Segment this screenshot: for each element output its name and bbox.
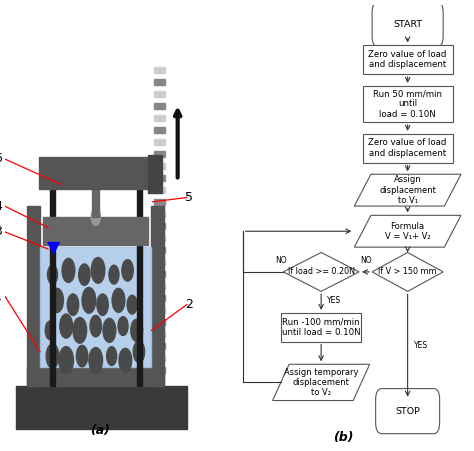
Bar [154,79,165,85]
Bar [154,259,165,265]
Bar [154,163,165,169]
Circle shape [91,258,105,283]
Bar [363,86,453,122]
Bar [27,206,40,386]
Circle shape [46,344,59,368]
Bar [154,91,165,97]
Text: (a): (a) [91,424,110,437]
Text: 1: 1 [0,290,2,303]
Circle shape [119,348,132,373]
Polygon shape [283,253,359,291]
Text: Run 50 mm/min
until
load = 0.10N: Run 50 mm/min until load = 0.10N [373,89,442,119]
Circle shape [60,314,73,338]
Text: 2: 2 [185,298,193,311]
Bar [154,139,165,145]
Text: Assign temporary
displacement
to V₂: Assign temporary displacement to V₂ [284,368,358,397]
Polygon shape [273,364,370,400]
Bar [154,295,165,301]
Bar [363,46,453,74]
Circle shape [79,264,90,285]
Text: Formula
V = V₁+ V₂: Formula V = V₁+ V₂ [385,221,430,241]
Bar [154,67,165,73]
Bar [154,307,165,313]
Bar [154,115,165,121]
Bar [39,157,153,189]
FancyBboxPatch shape [375,389,439,434]
Bar [44,217,148,244]
Bar [154,127,165,133]
Bar [154,331,165,337]
Bar [154,211,165,217]
Bar [154,247,165,253]
Text: YES: YES [327,296,341,305]
Bar [154,151,165,157]
Circle shape [112,288,125,313]
Bar [152,206,164,386]
Circle shape [73,318,87,343]
Bar [154,175,165,181]
Bar [137,189,142,386]
Polygon shape [354,215,461,247]
Bar [40,247,152,367]
Circle shape [67,294,79,315]
Circle shape [90,315,101,337]
Text: If V > 150 mm: If V > 150 mm [378,267,437,276]
FancyBboxPatch shape [372,2,443,47]
Bar [154,283,165,289]
Polygon shape [48,243,59,253]
Bar [50,189,55,386]
Text: YES: YES [413,341,428,350]
Text: Assign
displacement
to V₁: Assign displacement to V₁ [379,175,436,205]
Circle shape [103,318,116,342]
Bar [363,134,453,162]
Circle shape [127,295,137,314]
Circle shape [91,208,100,226]
Text: NO: NO [275,256,287,265]
Circle shape [131,319,143,341]
Text: 3: 3 [0,226,2,238]
Circle shape [89,347,102,373]
Circle shape [109,265,119,284]
Bar [154,199,165,205]
Circle shape [62,258,75,282]
Polygon shape [354,174,461,206]
Bar [154,103,165,109]
Circle shape [59,347,73,374]
Bar [154,355,165,361]
Bar [154,271,165,277]
Bar [154,343,165,349]
Bar [154,223,165,229]
Circle shape [76,345,88,367]
Text: START: START [393,20,422,29]
Circle shape [45,321,55,340]
Text: If load >= 0.20N: If load >= 0.20N [288,267,355,276]
Text: Run -100 mm/min
until load = 0.10N: Run -100 mm/min until load = 0.10N [282,318,360,337]
Bar [154,319,165,325]
Circle shape [122,260,133,281]
Bar [27,367,164,386]
Text: NO: NO [360,256,372,265]
Circle shape [133,341,145,363]
Bar [154,367,165,373]
Bar [16,386,187,429]
Text: 5: 5 [185,191,193,204]
Circle shape [82,288,96,313]
Circle shape [47,265,57,284]
Text: STOP: STOP [395,407,420,416]
Circle shape [97,294,108,315]
Text: 4: 4 [0,200,2,212]
Bar [148,155,162,193]
Circle shape [51,288,64,313]
Circle shape [118,317,128,336]
Text: Zero value of load
and displacement: Zero value of load and displacement [368,138,447,158]
Bar [154,235,165,241]
Text: (b): (b) [333,431,354,444]
Bar [154,187,165,193]
Text: Zero value of load
and displacement: Zero value of load and displacement [368,50,447,69]
Circle shape [107,347,117,365]
Bar [281,313,361,341]
Bar [92,189,99,217]
Text: 6: 6 [0,152,2,166]
Polygon shape [372,253,443,291]
